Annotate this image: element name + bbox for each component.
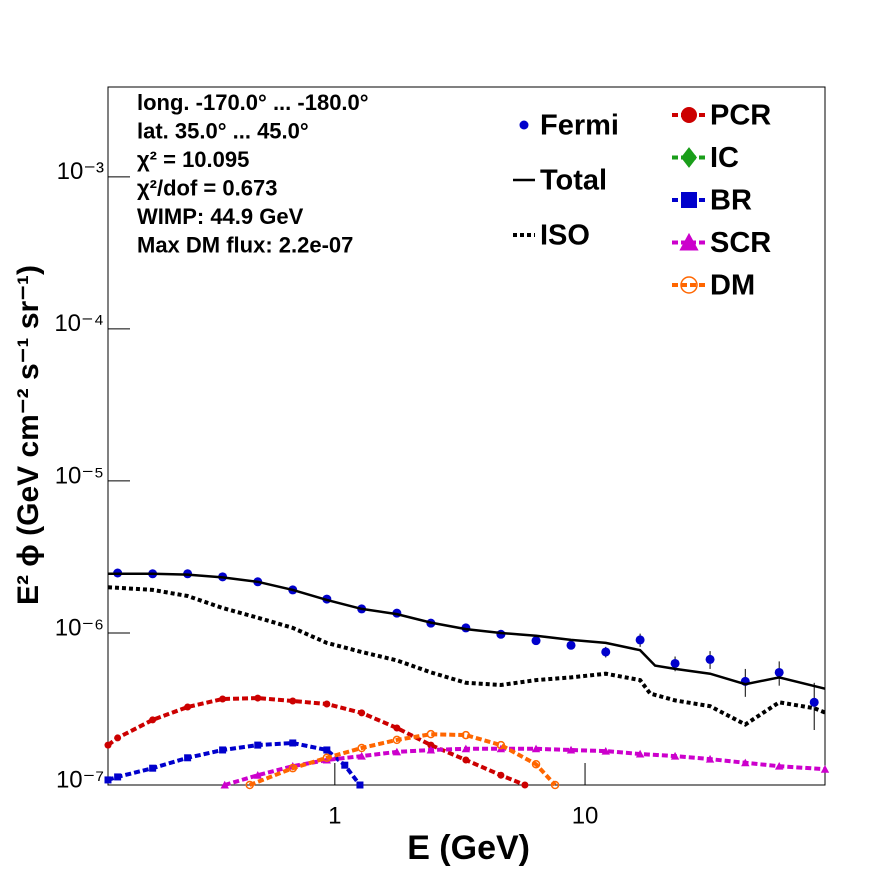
series-marker (253, 771, 262, 779)
legend-label: BR (710, 185, 752, 217)
series-marker (392, 735, 402, 745)
legend-symbol (680, 276, 698, 294)
series-marker (184, 754, 192, 762)
series-marker (254, 741, 262, 749)
series-marker (149, 764, 157, 772)
data-point (809, 697, 819, 707)
series-marker (566, 745, 576, 754)
series-marker (288, 763, 298, 773)
legend-symbol (679, 232, 699, 251)
y-tick-label: 10⁻⁷ (56, 766, 104, 793)
series-marker (461, 744, 471, 753)
series-marker (104, 741, 112, 749)
series-marker (357, 751, 366, 760)
legend-label: PCR (710, 100, 771, 132)
legend-symbol (681, 192, 697, 208)
series-line (106, 696, 526, 787)
series-marker (521, 781, 529, 789)
series-marker (426, 729, 436, 739)
series-marker (601, 746, 610, 755)
series-marker (323, 700, 331, 708)
series-marker (531, 759, 541, 769)
series-marker (341, 761, 349, 769)
series-marker (670, 751, 680, 760)
series-marker (461, 730, 471, 740)
series-marker (219, 746, 227, 754)
data-point (601, 647, 611, 657)
series-line (108, 572, 826, 690)
legend-symbol (681, 147, 697, 168)
series-marker (393, 724, 401, 732)
legend-label: ISO (540, 220, 590, 252)
series-marker (427, 741, 435, 749)
data-point (705, 654, 715, 664)
data-point (531, 636, 541, 646)
series-line (248, 732, 557, 787)
y-tick-label: 10⁻⁶ (55, 614, 104, 641)
data-point (635, 635, 645, 645)
y-tick-label: 10⁻³ (57, 158, 104, 185)
series-marker (497, 771, 505, 779)
legend-label: Total (540, 165, 607, 197)
annotation: WIMP: 44.9 GeV (137, 204, 304, 229)
series-marker (550, 780, 560, 790)
x-tick-label: 10 (572, 802, 599, 829)
series-marker (426, 745, 436, 754)
series-marker (531, 744, 541, 753)
y-tick-label: 10⁻⁴ (54, 310, 104, 337)
series-marker (496, 740, 506, 750)
x-axis-title: E (GeV) (407, 829, 530, 867)
series-marker (358, 709, 366, 717)
data-point (774, 667, 784, 677)
legend-label: SCR (710, 227, 771, 259)
series-marker (114, 734, 122, 742)
data-point (670, 658, 680, 668)
series-marker (323, 746, 331, 754)
series-marker (254, 694, 262, 702)
x-tick-label: 1 (328, 802, 341, 829)
series-marker (289, 739, 297, 747)
series-marker (220, 780, 229, 789)
series-marker (184, 703, 192, 711)
legend-label: Fermi (540, 110, 619, 142)
series-marker (104, 776, 112, 784)
y-axis-title: E² ϕ (GeV cm⁻² s⁻¹ sr⁻¹) (12, 265, 45, 605)
y-tick-label: 10⁻⁵ (55, 462, 104, 489)
data-point (566, 640, 576, 650)
annotation: Max DM flux: 2.2e-07 (137, 232, 353, 257)
series-marker (392, 747, 402, 756)
annotation: long. -170.0° ... -180.0° (137, 90, 369, 115)
series-marker (289, 697, 297, 705)
series-marker (705, 754, 715, 763)
legend-symbol (519, 120, 529, 130)
series-marker (741, 758, 750, 767)
annotation: χ²/dof = 0.673 (137, 175, 277, 200)
series-marker (114, 773, 122, 781)
series-marker (322, 753, 332, 763)
series-marker (245, 780, 254, 790)
series-marker (820, 765, 830, 773)
annotation: lat. 35.0° ... 45.0° (137, 118, 309, 143)
series-line (107, 740, 362, 787)
legend-symbol (681, 107, 697, 123)
series-marker (356, 781, 364, 789)
series-marker (774, 761, 784, 770)
legend-label: DM (710, 270, 755, 302)
series-marker (357, 743, 366, 753)
plot-frame (107, 86, 826, 786)
series-marker (149, 716, 157, 724)
annotation: χ² = 10.095 (137, 147, 249, 172)
series-marker (462, 756, 470, 764)
series-marker (635, 749, 645, 758)
series-line (107, 585, 826, 727)
series-marker (219, 695, 227, 703)
legend-label: IC (710, 142, 739, 174)
